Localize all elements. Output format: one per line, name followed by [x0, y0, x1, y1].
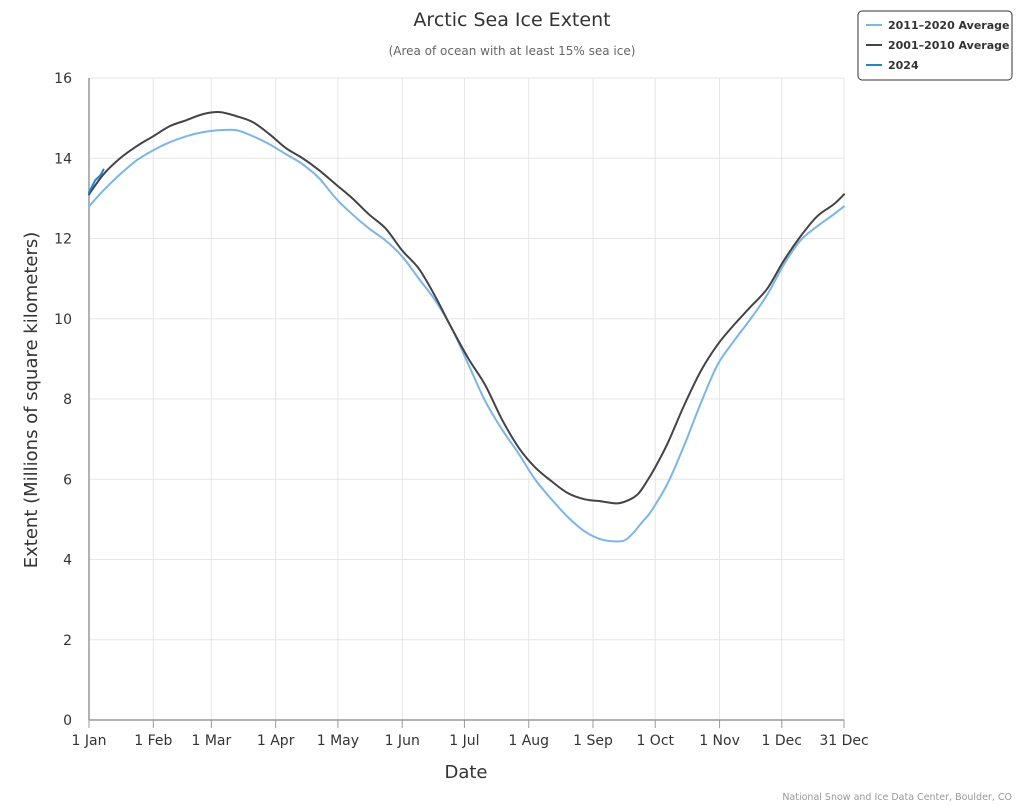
x-tick-label: 1 May — [317, 733, 359, 749]
series-line-2011-2020-average — [88, 128, 845, 543]
series-line-2001-2010-average — [88, 111, 845, 505]
x-tick-label: 1 Jul — [449, 733, 479, 749]
chart-subtitle: (Area of ocean with at least 15% sea ice… — [389, 44, 636, 58]
grid — [89, 77, 845, 720]
legend: 2011–2020 Average 2001–2010 Average 2024 — [857, 10, 1013, 81]
x-tick-label: 1 Sep — [573, 733, 613, 749]
x-tick-label: 1 Nov — [699, 733, 740, 749]
y-tick-label: 6 — [63, 472, 72, 488]
x-tick-label: 1 Aug — [508, 733, 549, 749]
y-tick-label: 16 — [54, 71, 72, 87]
legend-label: 2011–2020 Average — [888, 19, 1010, 32]
y-tick-label: 14 — [54, 151, 72, 167]
x-tick-label: 1 Feb — [134, 733, 172, 749]
series-lines — [88, 111, 845, 543]
x-tick-label: 1 Mar — [191, 733, 231, 749]
legend-label: 2001–2010 Average — [888, 39, 1010, 52]
x-tick-label: 1 Jun — [385, 733, 420, 749]
axes — [88, 78, 845, 728]
y-tick-label: 2 — [63, 633, 72, 649]
y-tick-label: 4 — [63, 553, 72, 569]
y-axis-title: Extent (Millions of square kilometers) — [21, 232, 42, 569]
y-tick-label: 10 — [54, 312, 72, 328]
legend-label: 2024 — [888, 59, 919, 72]
x-tick-label: 31 Dec — [819, 733, 868, 749]
y-tick-label: 8 — [63, 392, 72, 408]
y-tick-label: 12 — [54, 232, 72, 248]
x-axis-ticks: 1 Jan 1 Feb 1 Mar 1 Apr 1 May 1 Jun 1 Jul 1 Aug… — [72, 733, 869, 749]
x-axis-title: Date — [444, 762, 487, 783]
series-line-2024 — [88, 168, 105, 194]
x-tick-label: 1 Jan — [72, 733, 107, 749]
x-tick-label: 1 Apr — [257, 733, 295, 749]
x-tick-label: 1 Dec — [762, 733, 802, 749]
chart-title: Arctic Sea Ice Extent — [413, 9, 610, 31]
chart-credit: National Snow and Ice Data Center, Bould… — [782, 792, 1012, 803]
legend-box — [857, 10, 1013, 81]
x-tick-label: 1 Oct — [636, 733, 674, 749]
y-axis-ticks: 0 2 4 6 8 10 12 14 16 — [54, 71, 72, 729]
y-tick-label: 0 — [63, 713, 72, 729]
